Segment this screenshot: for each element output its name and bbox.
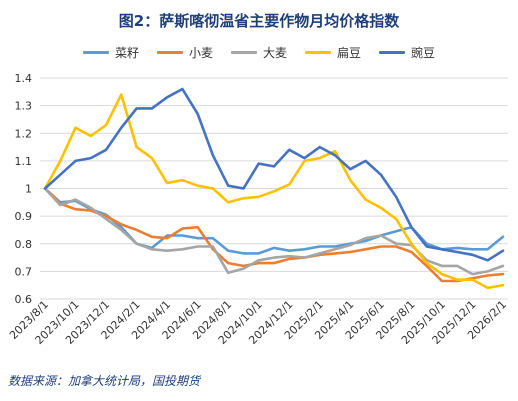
legend-swatch-wheat bbox=[156, 51, 183, 54]
y-tick-label: 0.9 bbox=[15, 210, 33, 223]
chart-title: 图2：萨斯喀彻温省主要作物月均价格指数 bbox=[118, 12, 400, 30]
y-tick-label: 1.1 bbox=[15, 155, 33, 168]
y-tick-label: 0.7 bbox=[15, 265, 33, 278]
y-tick-label: 0.8 bbox=[15, 238, 33, 251]
y-tick-label: 1 bbox=[25, 183, 32, 196]
legend-swatch-barley bbox=[230, 51, 257, 54]
legend-label-wheat: 小麦 bbox=[188, 46, 213, 60]
chart-legend: 菜籽 小麦 大麦 扁豆 豌豆 bbox=[0, 44, 518, 61]
legend-swatch-rapeseed bbox=[82, 51, 109, 54]
y-tick-label: 0.6 bbox=[15, 293, 33, 306]
legend-label-barley: 大麦 bbox=[262, 46, 287, 60]
series-line-4 bbox=[43, 87, 505, 262]
series-line-1 bbox=[43, 187, 505, 283]
legend-swatch-pea bbox=[379, 51, 406, 54]
legend-item-wheat: 小麦 bbox=[156, 44, 213, 61]
legend-item-barley: 大麦 bbox=[230, 44, 287, 61]
legend-label-rapeseed: 菜籽 bbox=[114, 46, 139, 60]
series-line-3 bbox=[43, 93, 505, 290]
legend-label-lentil: 扁豆 bbox=[337, 46, 362, 60]
legend-item-rapeseed: 菜籽 bbox=[82, 44, 139, 61]
legend-item-pea: 豌豆 bbox=[379, 44, 435, 61]
series-line-2 bbox=[43, 187, 505, 276]
legend-label-pea: 豌豆 bbox=[411, 46, 436, 60]
y-tick-label: 1.3 bbox=[15, 100, 33, 113]
series-line-0 bbox=[43, 187, 505, 255]
y-tick-label: 1.2 bbox=[15, 127, 33, 140]
data-source-note: 数据来源：加拿大统计局，国投期货 bbox=[8, 374, 201, 388]
legend-item-lentil: 扁豆 bbox=[305, 44, 361, 61]
y-tick-label: 1.4 bbox=[15, 72, 33, 85]
legend-swatch-lentil bbox=[305, 51, 331, 54]
